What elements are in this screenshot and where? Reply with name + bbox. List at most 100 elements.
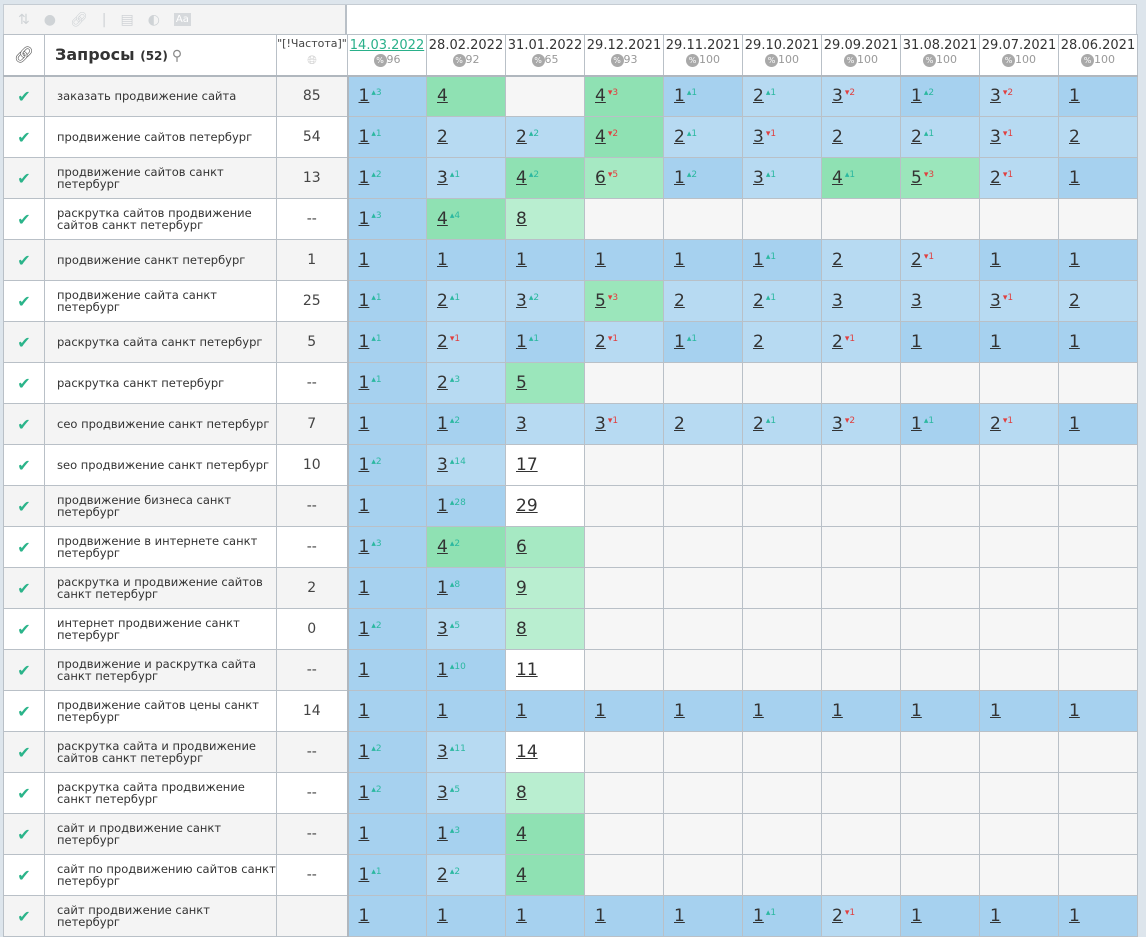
position-link[interactable]: 1 [674,168,685,188]
position-link[interactable]: 1 [437,824,448,844]
position-link[interactable]: 2 [437,332,448,352]
position-link[interactable]: 2 [990,414,1001,434]
position-link[interactable]: 1 [358,783,370,803]
position-link[interactable]: 1 [595,250,606,270]
position-link[interactable]: 1 [358,168,370,188]
position-link[interactable]: 1 [674,332,685,352]
check-icon[interactable]: ✔ [3,567,45,609]
frequency-column-header[interactable]: "[!Частота]" 🌐︎ [276,34,348,77]
position-link[interactable]: 4 [437,537,448,557]
position-link[interactable]: 1 [358,537,370,557]
position-link[interactable]: 5 [595,291,606,311]
position-link[interactable]: 2 [753,332,764,352]
position-link[interactable]: 1 [1069,86,1080,107]
position-link[interactable]: 1 [358,742,370,762]
position-link[interactable]: 3 [832,414,843,434]
position-link[interactable]: 1 [1069,250,1080,270]
position-link[interactable]: 2 [437,291,448,311]
position-link[interactable]: 3 [753,168,764,188]
position-link[interactable]: 1 [674,701,685,721]
position-link[interactable]: 1 [516,332,527,352]
query-column-header[interactable]: Запросы (52) ⚲ [44,34,277,77]
position-link[interactable]: 1 [1069,701,1080,721]
position-link[interactable]: 3 [990,86,1001,107]
position-link[interactable]: 1 [437,906,448,926]
position-link[interactable]: 1 [358,865,370,885]
date-column-header[interactable]: 29.11.2021% 100 [663,34,743,77]
position-link[interactable]: 1 [358,250,370,270]
check-icon[interactable]: ✔ [3,321,45,363]
position-link[interactable]: 4 [516,168,527,188]
position-link[interactable]: 2 [990,168,1001,188]
check-icon[interactable]: ✔ [3,690,45,732]
check-icon[interactable]: ✔ [3,116,45,158]
check-icon[interactable]: ✔ [3,75,45,117]
position-link[interactable]: 1 [358,414,370,434]
position-link[interactable]: 1 [437,578,448,598]
position-link[interactable]: 14 [516,742,538,762]
check-icon[interactable]: ✔ [3,526,45,568]
position-link[interactable]: 3 [911,291,922,311]
check-icon[interactable]: ✔ [3,854,45,896]
position-link[interactable]: 4 [832,168,843,188]
position-link[interactable]: 1 [516,906,527,926]
position-link[interactable]: 2 [674,127,685,147]
position-link[interactable]: 2 [832,127,843,147]
check-icon[interactable]: ✔ [3,813,45,855]
position-link[interactable]: 3 [832,86,843,107]
check-icon[interactable]: ✔ [3,731,45,773]
position-link[interactable]: 2 [753,414,764,434]
position-link[interactable]: 1 [990,906,1001,926]
position-link[interactable]: 1 [674,250,685,270]
position-link[interactable]: 1 [516,701,527,721]
position-link[interactable]: 1 [358,906,370,926]
font-icon[interactable]: Aa [173,13,191,26]
position-link[interactable]: 3 [753,127,764,147]
date-column-header[interactable]: 28.06.2021% 100 [1058,34,1138,77]
date-column-header[interactable]: 14.03.2022% 96 [347,34,427,77]
position-link[interactable]: 2 [674,291,685,311]
position-link[interactable]: 4 [595,127,606,147]
position-link[interactable]: 4 [516,824,527,844]
position-link[interactable]: 1 [358,209,370,229]
position-link[interactable]: 3 [990,127,1001,147]
check-icon[interactable]: ✔ [3,772,45,814]
check-icon[interactable]: ✔ [3,280,45,322]
check-icon[interactable]: ✔ [3,362,45,404]
position-link[interactable]: 1 [358,86,370,107]
position-link[interactable]: 1 [753,250,764,270]
position-link[interactable]: 3 [990,291,1001,311]
position-link[interactable]: 8 [516,783,527,803]
position-link[interactable]: 1 [358,496,370,516]
check-icon[interactable]: ✔ [3,198,45,240]
position-link[interactable]: 2 [437,373,448,393]
position-link[interactable]: 3 [516,414,527,434]
position-link[interactable]: 5 [516,373,527,393]
contrast-icon[interactable]: ◐ [147,11,160,28]
position-link[interactable]: 2 [911,250,922,270]
check-icon[interactable]: ✔ [3,895,45,937]
position-link[interactable]: 1 [437,414,448,434]
position-link[interactable]: 2 [753,86,764,107]
position-link[interactable]: 3 [437,783,448,803]
position-link[interactable]: 3 [516,291,527,311]
position-link[interactable]: 1 [753,701,764,721]
position-link[interactable]: 1 [437,496,448,516]
position-link[interactable]: 2 [674,414,685,434]
position-link[interactable]: 9 [516,578,527,598]
position-link[interactable]: 1 [358,373,370,393]
calendar-icon[interactable]: ▤ [120,11,134,28]
position-link[interactable]: 1 [911,332,922,352]
position-link[interactable]: 2 [832,332,843,352]
check-icon[interactable]: ✔ [3,485,45,527]
position-link[interactable]: 1 [911,701,922,721]
date-column-header[interactable]: 31.01.2022% 65 [505,34,585,77]
position-link[interactable]: 1 [911,906,922,926]
position-link[interactable]: 4 [595,86,606,107]
sort-icon[interactable]: ⇅ [18,11,30,28]
position-link[interactable]: 1 [911,414,922,434]
position-link[interactable]: 2 [437,127,448,147]
position-link[interactable]: 2 [911,127,922,147]
position-link[interactable]: 1 [358,824,370,844]
position-link[interactable]: 1 [516,250,527,270]
